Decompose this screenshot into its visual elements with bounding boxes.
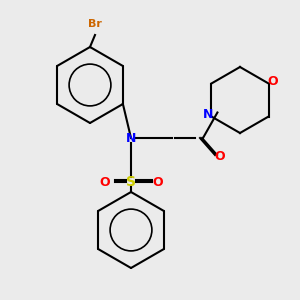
Text: N: N (126, 131, 136, 145)
Text: O: O (267, 75, 278, 88)
Text: O: O (153, 176, 163, 188)
Text: S: S (126, 175, 136, 189)
Text: N: N (203, 108, 214, 121)
Text: O: O (215, 151, 225, 164)
Text: O: O (100, 176, 110, 188)
Text: Br: Br (88, 19, 102, 29)
